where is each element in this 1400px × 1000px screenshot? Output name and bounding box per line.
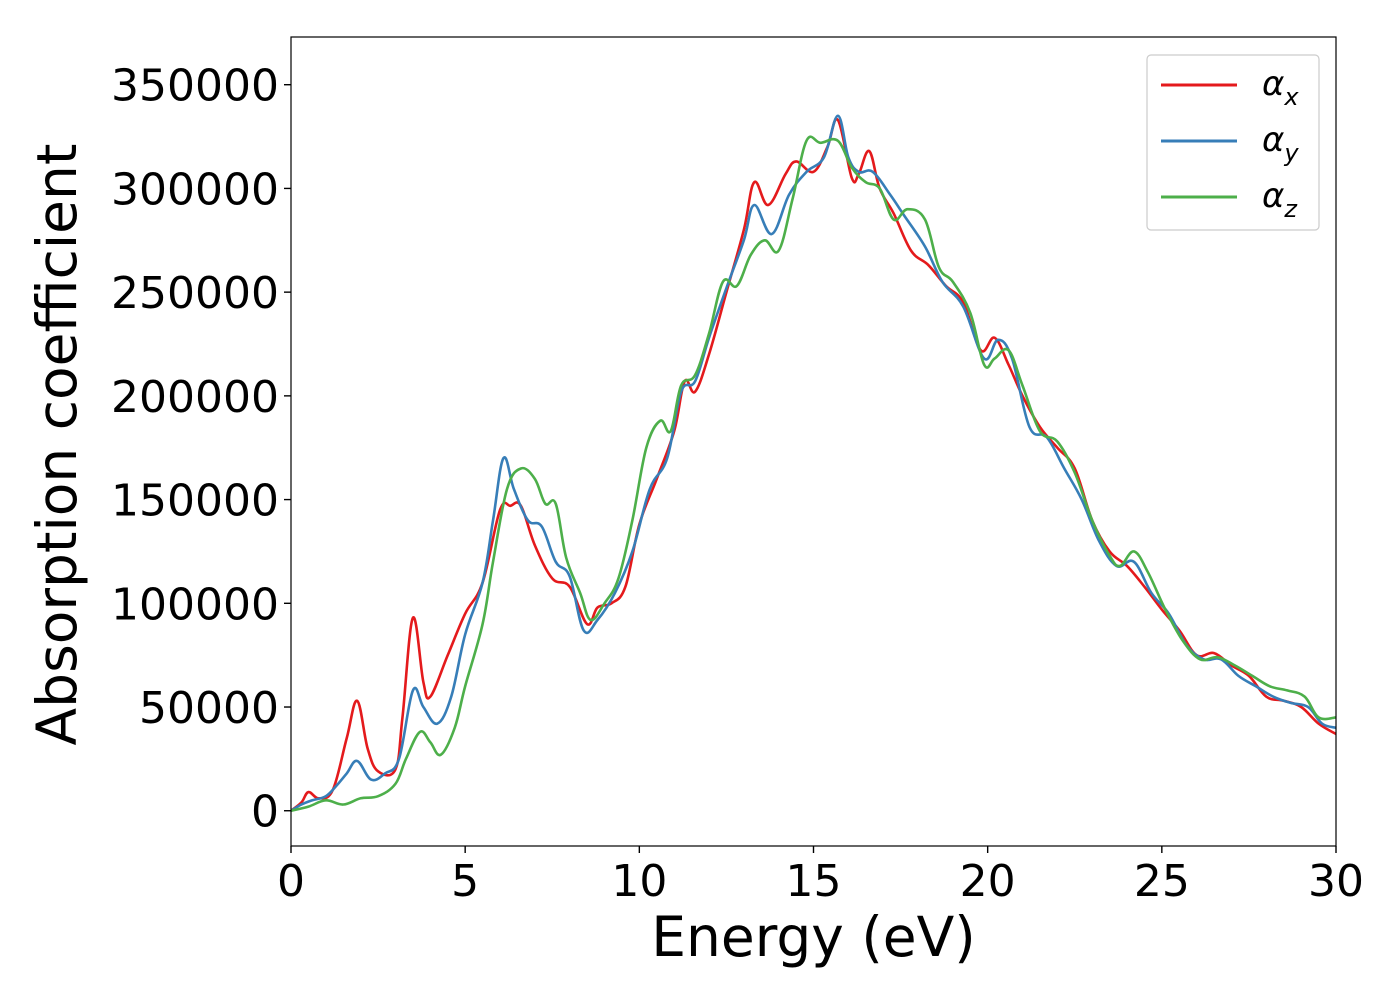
x-axis-title: Energy (eV) [651, 905, 975, 969]
legend-items: αx αy αz [1161, 64, 1299, 223]
legend: αx αy αz [1146, 54, 1320, 231]
y-tick-label: 0 [251, 787, 279, 838]
y-tick-label: 300000 [111, 164, 279, 215]
x-tick-label: 25 [1134, 856, 1190, 907]
legend-label: αx [1262, 64, 1299, 111]
x-axis-ticks: 0 5 10 15 20 25 30 [277, 846, 1364, 907]
x-tick-label: 30 [1308, 856, 1364, 907]
x-tick-label: 15 [786, 856, 842, 907]
x-tick-label: 10 [611, 856, 667, 907]
legend-item-y: αy [1161, 120, 1299, 167]
y-tick-label: 150000 [111, 476, 279, 527]
y-axis-ticks: 0 50000 100000 150000 200000 250000 300000 3500… [111, 61, 291, 838]
series-layer [291, 114, 1336, 813]
legend-item-z: αz [1161, 176, 1298, 223]
y-tick-label: 250000 [111, 268, 279, 319]
series-line-y [291, 114, 1336, 813]
x-tick-label: 20 [960, 856, 1016, 907]
x-tick-label: 5 [451, 856, 479, 907]
y-tick-label: 50000 [139, 683, 279, 734]
y-tick-label: 100000 [111, 579, 279, 630]
y-tick-label: 350000 [111, 61, 279, 112]
y-tick-label: 200000 [111, 372, 279, 423]
series-line-x [291, 117, 1336, 813]
legend-item-x: αx [1161, 64, 1299, 111]
y-axis-title: Absorption coefficient [25, 144, 89, 746]
x-tick-label: 0 [277, 856, 305, 907]
legend-label: αy [1262, 120, 1299, 167]
series-line-z [291, 135, 1336, 813]
legend-label: αz [1262, 176, 1298, 223]
